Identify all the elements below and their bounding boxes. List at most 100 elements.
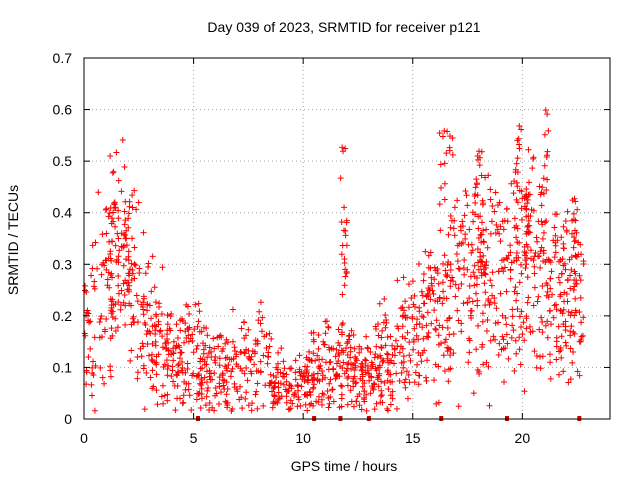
data-point	[518, 308, 525, 315]
data-point	[122, 256, 129, 263]
data-point	[480, 361, 487, 368]
data-point	[100, 259, 107, 266]
data-point	[81, 330, 88, 337]
data-point	[358, 367, 365, 374]
data-point	[164, 312, 171, 319]
data-point	[523, 250, 530, 257]
data-point	[475, 322, 482, 329]
data-point	[479, 219, 486, 226]
data-point	[552, 301, 559, 308]
data-point	[472, 211, 479, 218]
data-point	[194, 323, 201, 330]
data-point	[178, 349, 185, 356]
data-point	[163, 344, 170, 351]
data-point	[91, 334, 98, 341]
data-point	[352, 364, 359, 371]
data-point	[183, 380, 190, 387]
data-point	[454, 242, 461, 249]
data-point	[174, 372, 181, 379]
data-point	[551, 302, 558, 309]
data-point	[371, 406, 378, 413]
data-point	[254, 380, 261, 387]
data-point	[202, 402, 209, 409]
data-point	[416, 372, 423, 379]
data-point	[420, 335, 427, 342]
data-point	[342, 273, 349, 280]
data-point	[446, 147, 453, 154]
data-point	[268, 335, 275, 342]
data-point	[482, 302, 489, 309]
data-point	[393, 370, 400, 377]
data-point	[119, 136, 126, 143]
data-point	[472, 184, 479, 191]
data-point	[222, 355, 229, 362]
data-point	[400, 274, 407, 281]
data-point	[112, 328, 119, 335]
data-point	[135, 199, 142, 206]
data-point	[496, 340, 503, 347]
data-point	[423, 293, 430, 300]
data-point	[530, 302, 537, 309]
data-point	[211, 357, 218, 364]
data-point	[217, 332, 224, 339]
data-point	[121, 292, 128, 299]
data-point	[109, 169, 116, 176]
data-point	[538, 189, 545, 196]
data-point	[400, 353, 407, 360]
data-point	[470, 390, 477, 397]
data-point	[425, 264, 432, 271]
data-point	[258, 328, 265, 335]
data-point	[467, 307, 474, 314]
data-point	[405, 372, 412, 379]
data-point	[265, 349, 272, 356]
data-point	[237, 383, 244, 390]
data-point	[504, 255, 511, 262]
data-point	[377, 393, 384, 400]
data-point	[338, 347, 345, 354]
data-point	[562, 266, 569, 273]
data-point	[441, 339, 448, 346]
data-point	[231, 344, 238, 351]
data-point	[572, 270, 579, 277]
data-point	[562, 318, 569, 325]
data-point	[523, 315, 530, 322]
data-point	[212, 359, 219, 366]
data-point	[113, 149, 120, 156]
data-point	[92, 362, 99, 369]
data-point	[553, 211, 560, 218]
data-point	[146, 352, 153, 359]
data-point	[308, 330, 315, 337]
data-point	[212, 385, 219, 392]
data-points	[81, 107, 587, 414]
data-point	[433, 400, 440, 407]
data-point	[126, 272, 133, 279]
data-point	[363, 407, 370, 414]
data-point	[487, 277, 494, 284]
data-point	[333, 346, 340, 353]
data-point	[527, 255, 534, 262]
data-point	[177, 327, 184, 334]
data-point	[540, 250, 547, 257]
data-point	[95, 189, 102, 196]
data-point	[106, 284, 113, 291]
data-point	[481, 270, 488, 277]
data-point	[522, 252, 529, 259]
data-point	[88, 381, 95, 388]
data-point	[440, 288, 447, 295]
data-point	[483, 359, 490, 366]
data-point	[107, 250, 114, 257]
data-point	[474, 245, 481, 252]
data-point	[109, 308, 116, 315]
data-point	[543, 153, 550, 160]
data-point	[147, 374, 154, 381]
data-point	[558, 234, 565, 241]
data-point	[580, 261, 587, 268]
x-axis-label: GPS time / hours	[291, 458, 398, 474]
data-point	[252, 341, 259, 348]
data-point	[558, 354, 565, 361]
data-point	[572, 253, 579, 260]
data-point	[315, 399, 322, 406]
data-point	[266, 343, 273, 350]
data-point	[422, 248, 429, 255]
x-tick-label: 10	[295, 430, 311, 446]
